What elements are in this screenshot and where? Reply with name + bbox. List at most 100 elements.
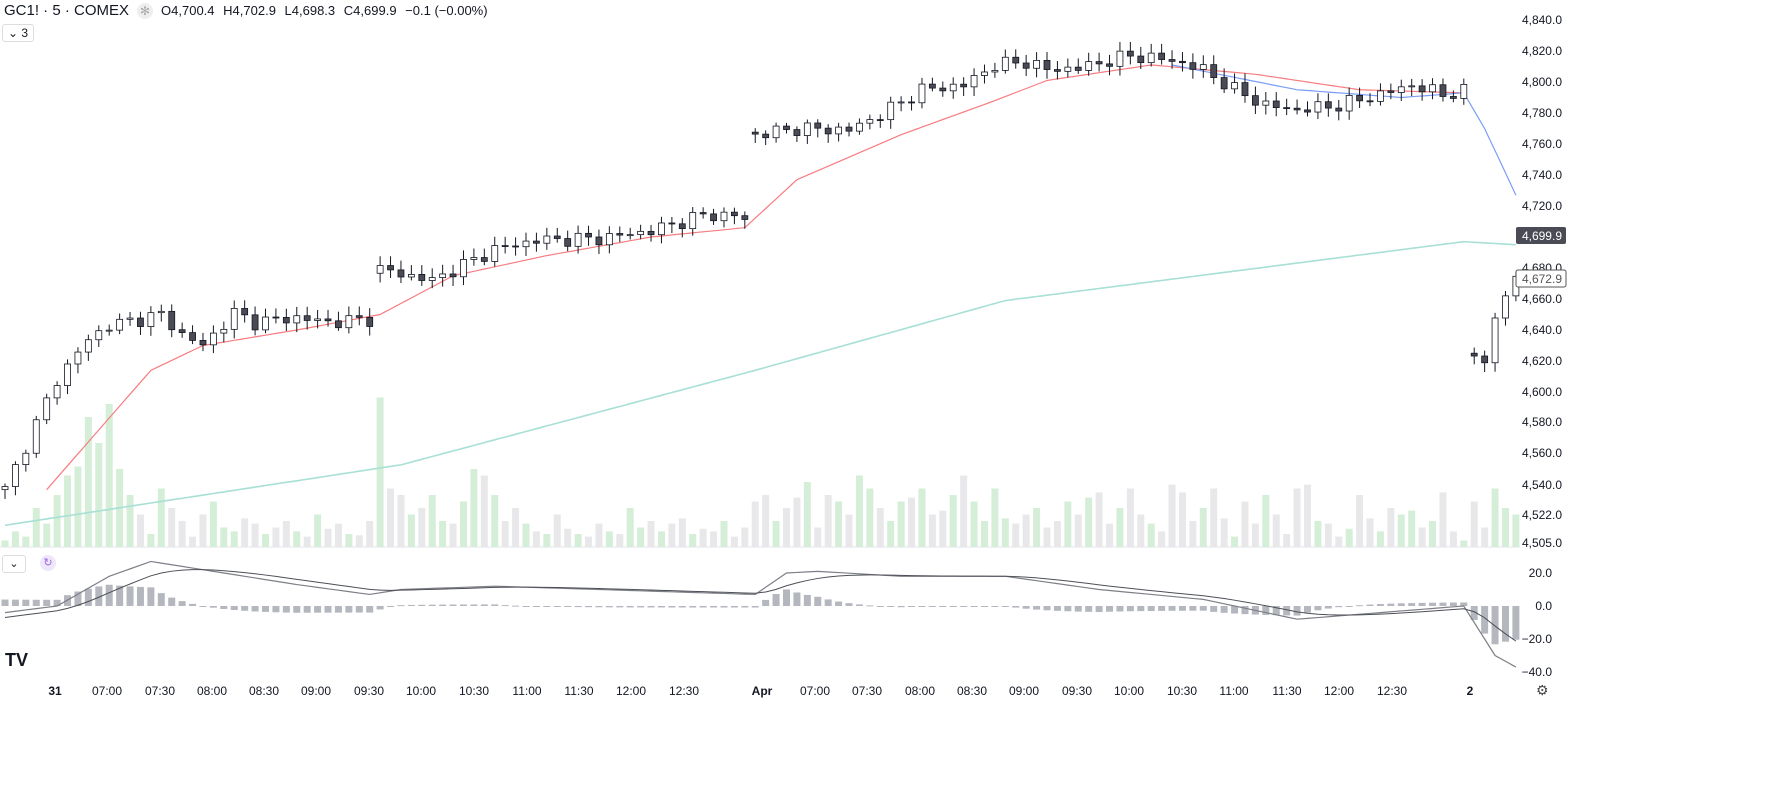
volume-bar <box>334 523 342 547</box>
change-value: −0.1 (−0.00%) <box>405 3 488 18</box>
volume-bar <box>1335 536 1343 547</box>
candle <box>710 208 717 225</box>
candle <box>637 224 645 240</box>
macd-histogram-bar <box>1429 602 1437 606</box>
volume-bar <box>595 523 603 547</box>
sync-icon[interactable]: ↻ <box>40 555 56 571</box>
candle-body <box>241 308 249 316</box>
macd-histogram-bar <box>574 606 582 608</box>
candle-body <box>876 119 884 121</box>
candle-body <box>908 101 915 104</box>
macd-histogram-bar <box>960 606 968 607</box>
candle-body <box>856 122 863 132</box>
symbol-title[interactable]: GC1! · 5 · COMEX <box>4 2 130 19</box>
candle-body <box>1220 77 1228 90</box>
macd-collapse-button[interactable]: ⌄ <box>2 555 26 573</box>
candle-body <box>595 236 603 246</box>
candle-body <box>439 273 447 278</box>
volume-bar <box>657 531 665 547</box>
volume-bar <box>220 527 228 547</box>
macd-histogram-bar <box>1262 606 1270 615</box>
volume-bar <box>355 535 363 547</box>
volume-bar <box>1116 508 1124 547</box>
time-axis-label: 08:30 <box>957 684 987 698</box>
candle <box>449 264 457 287</box>
settings-icon[interactable]: ⚙ <box>1536 682 1549 698</box>
candle <box>1220 68 1228 94</box>
candle <box>626 227 634 240</box>
macd-histogram-bar <box>543 606 551 607</box>
price-axis-label: 4,840.0 <box>1522 13 1562 27</box>
macd-histogram-bar <box>220 606 228 609</box>
last-price-label: 4,699.9 <box>1522 229 1562 243</box>
volume-bar <box>64 475 72 547</box>
price-axis-label: 4,505.0 <box>1522 536 1562 550</box>
candle <box>1054 61 1061 80</box>
macd-histogram-bar <box>355 606 363 613</box>
candle <box>1345 87 1353 120</box>
candle-body <box>751 131 759 135</box>
macd-histogram-bar <box>1231 606 1239 614</box>
price-axis-label: 4,620.0 <box>1522 354 1562 368</box>
macd-histogram-bar <box>1397 603 1405 606</box>
tradingview-logo-icon[interactable]: TV <box>5 650 29 670</box>
candle <box>553 227 561 243</box>
candle-body <box>803 122 811 136</box>
macd-histogram-bar <box>1491 606 1499 645</box>
chevron-down-icon: ⌄ <box>8 26 22 40</box>
candle <box>116 313 124 335</box>
price-axis-label: 4,780.0 <box>1522 106 1562 120</box>
candle <box>835 122 842 142</box>
candle-body <box>1356 95 1363 102</box>
candle-body <box>1012 56 1020 64</box>
volume-bar <box>1022 514 1030 547</box>
candle <box>772 122 780 143</box>
candle-body <box>251 314 259 331</box>
candle <box>668 217 676 234</box>
candle <box>564 230 572 252</box>
macd-histogram-bar <box>1 599 9 606</box>
macd-histogram-bar <box>1053 606 1061 611</box>
macd-histogram-bar <box>1126 606 1134 612</box>
volume-bar <box>928 514 936 547</box>
macd-histogram-bar <box>1304 606 1311 613</box>
candle-body <box>1377 90 1384 102</box>
volume-bar <box>897 501 905 547</box>
time-axis-label: 10:00 <box>406 684 436 698</box>
volume-bar <box>1158 531 1166 547</box>
macd-histogram-bar <box>241 606 249 611</box>
macd-histogram-bar <box>970 606 978 607</box>
volume-bar <box>1356 495 1364 547</box>
volume-bar <box>1439 492 1447 547</box>
volume-bar <box>835 501 843 547</box>
candle <box>1397 79 1405 101</box>
macd-histogram-bar <box>1106 606 1114 612</box>
candle-body <box>1460 84 1468 99</box>
volume-bar <box>762 495 770 547</box>
macd-histogram-bar <box>1220 606 1228 613</box>
volume-bar <box>1064 501 1072 547</box>
candle <box>1137 46 1145 70</box>
candle-body <box>1314 101 1322 113</box>
candle-body <box>157 310 165 314</box>
indicators-toggle-button[interactable]: ⌄ 3 <box>2 24 35 42</box>
macd-histogram-bar <box>532 606 540 607</box>
chevron-down-icon: ⌄ <box>9 558 19 570</box>
candle-body <box>991 70 999 73</box>
macd-histogram-bar <box>168 597 176 606</box>
candle-body <box>522 240 530 248</box>
volume-bar <box>793 497 801 547</box>
candle-body <box>772 125 780 139</box>
candle-body <box>1199 64 1207 70</box>
time-axis-label: 11:00 <box>1219 684 1248 698</box>
candle-body <box>1418 85 1426 93</box>
macd-histogram-bar <box>449 604 457 606</box>
market-status-icon[interactable]: ✻ <box>137 2 154 19</box>
time-axis-label: 12:30 <box>669 684 699 698</box>
volume-bar <box>647 521 655 547</box>
volume-bar <box>1126 488 1134 547</box>
volume-bar <box>11 531 19 547</box>
candle-body <box>1262 100 1270 106</box>
candle <box>1001 49 1009 74</box>
